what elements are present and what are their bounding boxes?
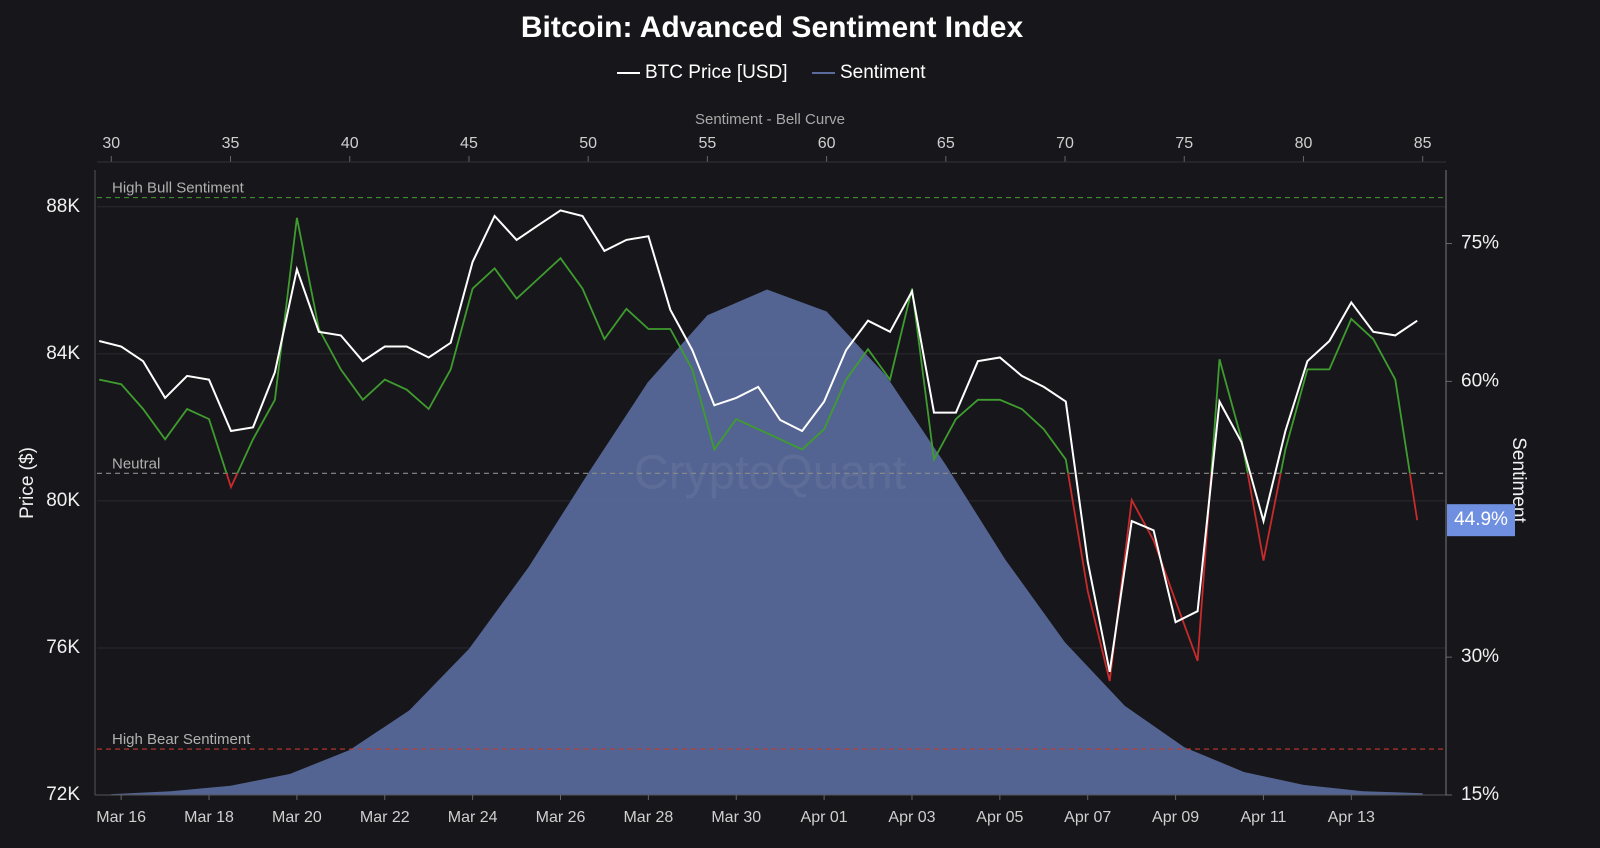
x-tick-label: Apr 07: [1064, 809, 1111, 826]
y2-axis-title: Sentiment: [1508, 437, 1529, 523]
x2-tick-label: 60: [818, 135, 836, 152]
x2-axis-title: Sentiment - Bell Curve: [695, 111, 845, 128]
current-value-label: 44.9%: [1454, 509, 1508, 530]
x2-tick-label: 35: [222, 135, 240, 152]
y-tick-label: 84K: [46, 343, 80, 364]
price-line: [98, 209, 1418, 672]
x2-tick-label: 40: [341, 135, 359, 152]
reference-label: High Bear Sentiment: [112, 731, 251, 748]
x-tick-label: Apr 13: [1328, 809, 1375, 826]
x2-tick-label: 30: [102, 135, 120, 152]
reference-label: High Bull Sentiment: [112, 180, 245, 197]
legend-label: Sentiment: [840, 62, 926, 83]
x-tick-label: Mar 24: [448, 809, 498, 826]
x-tick-label: Mar 18: [184, 809, 234, 826]
y-axis-title: Price ($): [17, 447, 38, 519]
x-tick-label: Mar 30: [711, 809, 761, 826]
x-tick-label: Apr 01: [801, 809, 848, 826]
x2-tick-label: 50: [579, 135, 597, 152]
x-tick-label: Mar 22: [360, 809, 410, 826]
sentiment-line-bear: [225, 473, 1419, 682]
y2-tick-label: 30%: [1461, 646, 1499, 667]
x-tick-label: Mar 26: [536, 809, 586, 826]
x-tick-label: Apr 05: [976, 809, 1023, 826]
x2-tick-label: 85: [1414, 135, 1432, 152]
y2-tick-label: 75%: [1461, 233, 1499, 254]
y-tick-label: 88K: [46, 196, 80, 217]
bell-curve-area: [111, 289, 1423, 795]
x2-tick-label: 75: [1175, 135, 1193, 152]
watermark: CryptoQuant: [634, 447, 906, 500]
y-tick-label: 72K: [46, 784, 80, 805]
x-tick-label: Apr 03: [888, 809, 935, 826]
chart-title: Bitcoin: Advanced Sentiment Index: [521, 11, 1024, 44]
x2-tick-label: 80: [1295, 135, 1313, 152]
legend-label: BTC Price [USD]: [645, 62, 788, 83]
x2-tick-label: 70: [1056, 135, 1074, 152]
x2-tick-label: 45: [460, 135, 478, 152]
x-tick-label: Mar 20: [272, 809, 322, 826]
current-value-badge: [1447, 504, 1515, 537]
x2-tick-label: 65: [937, 135, 955, 152]
y2-tick-label: 15%: [1461, 784, 1499, 805]
x-tick-label: Apr 11: [1240, 809, 1286, 826]
y-tick-label: 80K: [46, 490, 80, 511]
x-tick-label: Mar 16: [96, 809, 146, 826]
x2-tick-label: 55: [698, 135, 716, 152]
x-tick-label: Apr 09: [1152, 809, 1199, 826]
x-tick-label: Mar 28: [623, 809, 673, 826]
reference-label: Neutral: [112, 455, 160, 472]
y-tick-label: 76K: [46, 637, 80, 658]
y2-tick-label: 60%: [1461, 370, 1499, 391]
